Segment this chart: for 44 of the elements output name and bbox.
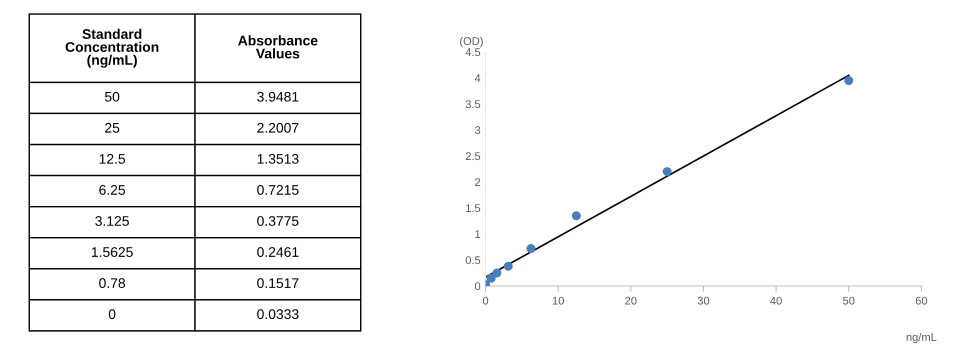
y-tick-label: 0 [474,282,480,290]
y-tick-label: 4 [474,74,480,82]
data-label: 0.7215 [257,185,299,195]
data-label: 2.2007 [257,122,298,133]
x-tick-label: 20 [625,296,637,305]
x-tick-label: 10 [552,296,564,305]
data-label: 1.3513 [258,154,299,164]
point [662,167,672,176]
x-tick-label: 60 [916,296,928,305]
x-tick-label: 0 [482,296,488,305]
point [492,268,502,278]
data-label: 0.3775 [257,216,299,226]
category-label: 6.25 [99,185,126,195]
point [572,211,581,220]
point [486,274,496,283]
category-label: 12.5 [100,154,126,164]
y-tick-label: 2 [475,178,480,186]
category-label: 0.78 [99,278,126,288]
category-label: 50 [104,92,120,102]
category-label: 25 [105,122,120,133]
point [526,244,536,254]
y-tick-label: 0.5 [466,256,480,264]
x-tick-label: 40 [770,296,782,305]
data-label: 0.2461 [257,247,298,257]
y-tick-label: 4.5 [466,48,480,56]
text: Absorbance Values [238,35,318,58]
category-label: 0 [108,309,116,320]
data-label: 3.9481 [257,92,298,102]
point [504,262,513,271]
y-tick-label: 3.5 [466,100,480,108]
y-tick-label: 1.5 [466,204,480,212]
category-label: 3.125 [95,216,129,226]
y-axis-title: (OD) [460,36,483,48]
data-label: 0.1517 [257,278,298,288]
category-label: 1.5625 [92,247,133,257]
y-tick-label: 2.5 [466,152,480,160]
point [844,76,854,86]
x-tick-label: 30 [698,296,710,305]
text: Standard Concentration (ng/mL) [66,28,158,68]
x-tick-label: 50 [843,296,854,305]
y-tick-label: 1 [475,230,480,238]
y-tick-label: 3 [474,126,480,134]
x-axis-title: ng/mL [906,332,936,344]
data-label: 0.0333 [257,309,299,320]
